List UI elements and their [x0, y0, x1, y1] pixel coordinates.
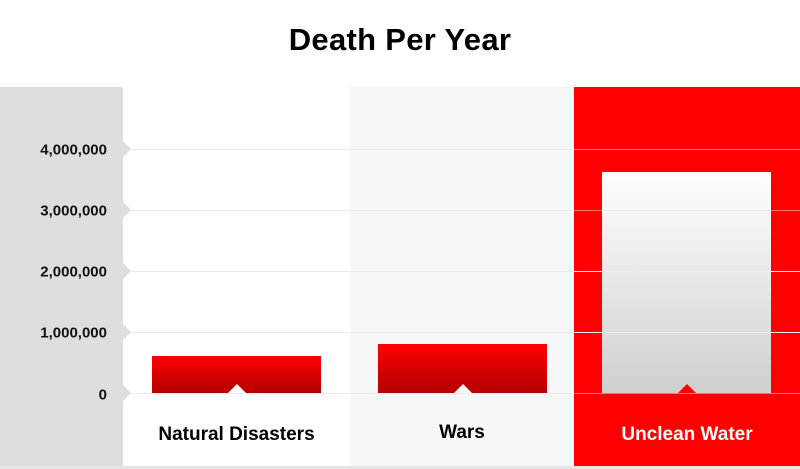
y-tick-arrow-icon: [123, 141, 131, 157]
bar-notch-icon: [677, 384, 696, 393]
bar-notch-icon: [453, 384, 472, 393]
gridline-3m-red: [574, 210, 602, 211]
column-unclean-water: Unclean Water: [574, 87, 800, 466]
y-tick-arrow-icon: [123, 263, 131, 279]
bar-wars[interactable]: [378, 344, 547, 393]
y-tick-2m: 2,000,000: [40, 263, 107, 281]
bar-natural-disasters[interactable]: [152, 356, 321, 393]
category-label-unclean-water: Unclean Water: [621, 424, 753, 445]
bar-notch-icon: [227, 384, 246, 393]
category-label-natural-disasters: Natural Disasters: [158, 424, 315, 445]
y-axis: 4,000,000 3,000,000 2,000,000 1,000,000 …: [0, 87, 123, 466]
chart-bottom-border: [0, 466, 800, 469]
chart-title: Death Per Year: [288, 22, 512, 57]
gridline-4m-red: [574, 149, 800, 150]
column-natural-disasters: Natural Disasters: [123, 87, 350, 466]
y-tick-4m: 4,000,000: [40, 141, 107, 159]
y-tick-0: 0: [98, 386, 107, 404]
gridline-0: [123, 393, 800, 394]
y-tick-arrow-icon: [123, 324, 131, 340]
gridline-3m-red-right: [771, 210, 800, 211]
column-wars: Wars: [350, 87, 574, 466]
y-tick-arrow-icon: [123, 202, 131, 218]
gridline-4m: [123, 149, 800, 150]
bar-unclean-water[interactable]: [602, 172, 771, 393]
category-label-wars: Wars: [439, 422, 485, 443]
y-tick-arrow-icon: [123, 385, 131, 401]
gridline-2m: [123, 271, 800, 272]
gridline-0-red: [574, 393, 800, 394]
gridline-3m: [123, 210, 800, 211]
y-tick-3m: 3,000,000: [40, 202, 107, 220]
gridline-1m: [123, 332, 800, 333]
bar-chart: Natural Disasters Wars Unclean Water 4,0…: [0, 87, 800, 466]
y-tick-1m: 1,000,000: [40, 324, 107, 342]
